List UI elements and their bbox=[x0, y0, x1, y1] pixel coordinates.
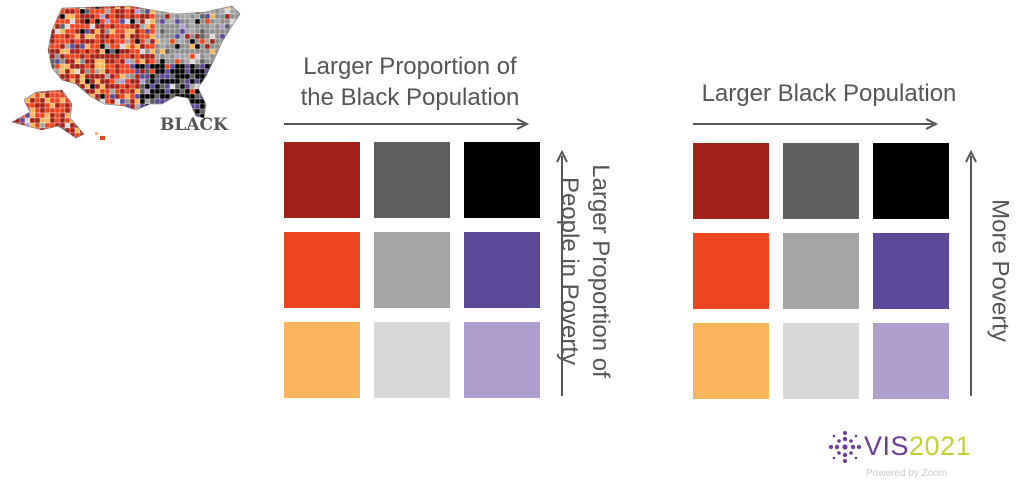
vis-logo-mark-icon bbox=[829, 431, 861, 463]
left-x-axis-title: Larger Proportion of the Black Populatio… bbox=[270, 51, 550, 113]
left-bivariate-grid bbox=[284, 142, 540, 398]
right-swatch-r3-c2 bbox=[783, 323, 859, 399]
right-y-arrow bbox=[965, 149, 977, 396]
right-x-arrow bbox=[693, 118, 939, 130]
left-swatch-r2-c2 bbox=[374, 232, 450, 308]
left-y-title-line1: Larger Proportion of bbox=[587, 164, 614, 378]
vis-2021-logo: VIS2021 Powered by Zoom bbox=[828, 428, 978, 486]
left-x-title-line1: Larger Proportion of bbox=[303, 53, 517, 80]
us-county-map: BLACK bbox=[11, 5, 241, 140]
left-swatch-r2-c1 bbox=[284, 232, 360, 308]
vis-logo-text: VIS2021 bbox=[864, 431, 971, 461]
left-swatch-r3-c3 bbox=[464, 322, 540, 398]
left-y-arrow bbox=[556, 149, 568, 396]
hawaii-island bbox=[100, 136, 105, 140]
left-swatch-r2-c3 bbox=[464, 232, 540, 308]
left-swatch-r1-c1 bbox=[284, 142, 360, 218]
right-x-axis-title: Larger Black Population bbox=[701, 80, 957, 107]
left-y-title-line2: People in Poverty bbox=[556, 176, 583, 366]
left-x-arrow bbox=[284, 118, 530, 130]
map-label: BLACK bbox=[160, 115, 229, 135]
right-swatch-r3-c1 bbox=[693, 323, 769, 399]
left-swatch-r1-c2 bbox=[374, 142, 450, 218]
powered-by-text: Powered by Zoom bbox=[866, 468, 948, 479]
left-swatch-r3-c2 bbox=[374, 322, 450, 398]
left-y-axis-title: Larger Proportion of People in Poverty bbox=[554, 141, 616, 401]
left-swatch-r1-c3 bbox=[464, 142, 540, 218]
right-swatch-r1-c2 bbox=[783, 143, 859, 219]
right-swatch-r2-c3 bbox=[873, 233, 949, 309]
right-swatch-r2-c2 bbox=[783, 233, 859, 309]
right-y-axis-title: More Poverty bbox=[986, 199, 1014, 342]
right-swatch-r1-c1 bbox=[693, 143, 769, 219]
right-bivariate-grid bbox=[693, 143, 949, 399]
left-x-title-line2: the Black Population bbox=[300, 84, 520, 111]
right-swatch-r2-c1 bbox=[693, 233, 769, 309]
vis-logo-year: 2021 bbox=[909, 431, 972, 461]
left-swatch-r3-c1 bbox=[284, 322, 360, 398]
hawaii-island bbox=[95, 132, 98, 135]
vis-logo-word: VIS bbox=[864, 431, 910, 461]
right-swatch-r3-c3 bbox=[873, 323, 949, 399]
right-swatch-r1-c3 bbox=[873, 143, 949, 219]
